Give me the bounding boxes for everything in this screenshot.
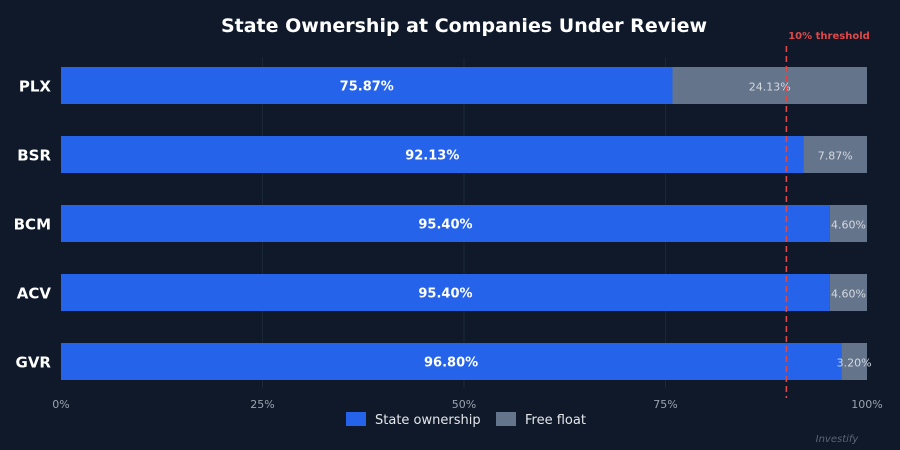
bar-state-ownership — [61, 136, 804, 173]
category-label: GVR — [16, 354, 52, 372]
legend-swatch-state-ownership — [346, 412, 366, 426]
bar-state-ownership — [61, 67, 673, 104]
legend-swatch-free-float — [496, 412, 516, 426]
x-tick-label: 100% — [851, 398, 882, 411]
bar-state-ownership — [61, 343, 842, 380]
category-label: BSR — [17, 147, 51, 165]
x-tick-label: 75% — [653, 398, 677, 411]
category-label: BCM — [14, 216, 51, 234]
state-value-label: 96.80% — [424, 356, 478, 371]
watermark: Investify — [816, 434, 860, 445]
state-value-label: 95.40% — [418, 287, 472, 302]
chart-title: State Ownership at Companies Under Revie… — [221, 15, 707, 37]
category-label: ACV — [17, 285, 52, 303]
bar-state-ownership — [61, 205, 830, 242]
bar-free-float — [841, 343, 867, 380]
state-value-label: 95.40% — [418, 218, 472, 233]
state-value-label: 75.87% — [340, 80, 394, 95]
bar-free-float — [672, 67, 867, 104]
free-value-label: 3.20% — [837, 357, 872, 370]
legend-label-state-ownership: State ownership — [375, 413, 481, 428]
bars-layer: PLX 75.87% 24.13% BSR 92.13% 7.87% BCM 95.40% 4.… — [14, 58, 872, 388]
free-value-label: 4.60% — [831, 219, 866, 232]
x-tick-label: 25% — [250, 398, 274, 411]
legend: State ownership Free float — [346, 412, 586, 428]
bar-free-float — [829, 205, 867, 242]
threshold-layer: 10% threshold — [785, 31, 870, 398]
bar-free-float — [803, 136, 867, 173]
free-value-label: 7.87% — [818, 150, 853, 163]
x-tick-label: 50% — [452, 398, 476, 411]
bar-state-ownership — [61, 274, 830, 311]
threshold-label: 10% threshold — [788, 31, 870, 42]
free-value-label: 24.13% — [749, 81, 791, 94]
x-axis: 0% 25% 50% 75% 100% — [52, 398, 882, 411]
bar-free-float — [829, 274, 867, 311]
state-value-label: 92.13% — [405, 149, 459, 164]
category-label: PLX — [19, 78, 52, 96]
legend-label-free-float: Free float — [525, 413, 586, 428]
x-tick-label: 0% — [52, 398, 69, 411]
free-value-label: 4.60% — [831, 288, 866, 301]
